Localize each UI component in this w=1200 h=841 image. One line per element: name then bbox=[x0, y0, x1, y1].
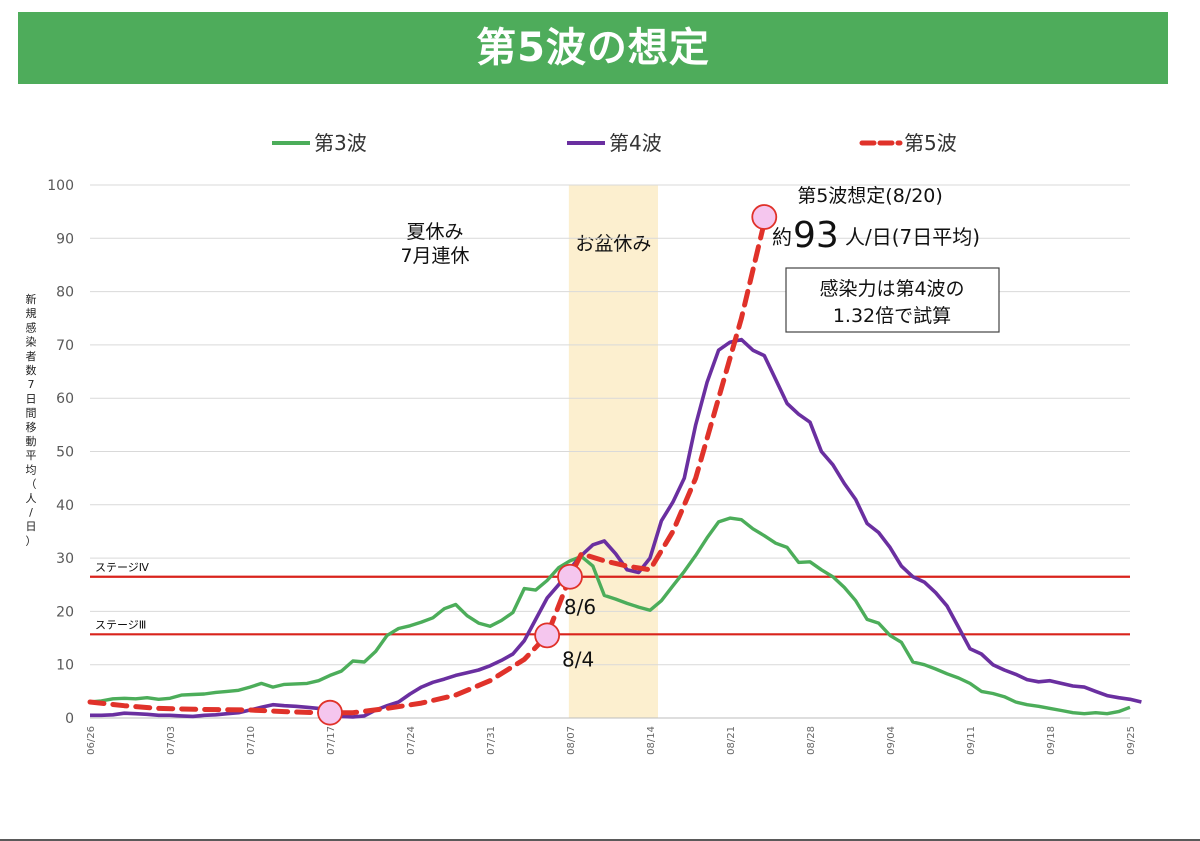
y-axis-title: 新規感染者数 7 日間移動平均（人/日） bbox=[26, 292, 37, 547]
stage-label: ステージⅣ bbox=[95, 561, 150, 574]
y-tick-label: 60 bbox=[56, 391, 74, 407]
y-tick-label: 10 bbox=[56, 658, 74, 674]
series-line-3 bbox=[89, 516, 1131, 716]
x-tick-label: 09/18 bbox=[1046, 726, 1057, 755]
y-tick-label: 80 bbox=[56, 285, 74, 301]
y-tick-label: 70 bbox=[56, 338, 74, 354]
forecast-number: 93 bbox=[793, 215, 839, 256]
y-tick-label: 30 bbox=[56, 551, 74, 567]
data-marker bbox=[751, 204, 778, 230]
legend-label: 第4波 bbox=[609, 131, 662, 155]
forecast-unit: 人/日(7日平均) bbox=[845, 225, 980, 249]
series-line-4 bbox=[90, 337, 1142, 719]
x-tick-label: 08/07 bbox=[566, 726, 577, 755]
x-tick-label: 07/03 bbox=[166, 726, 177, 755]
infectivity-box bbox=[785, 267, 1000, 333]
x-tick-label: 07/31 bbox=[486, 726, 497, 755]
legend-label: 第5波 bbox=[904, 131, 957, 155]
bottom-rule bbox=[0, 839, 1200, 841]
y-tick-label: 0 bbox=[65, 711, 74, 727]
forecast-prefix: 約 bbox=[772, 225, 792, 249]
infectivity-text-line1: 感染力は第4波の bbox=[819, 278, 964, 300]
marker-label: 8/4 bbox=[562, 647, 594, 671]
stage-label: ステージⅢ bbox=[95, 618, 146, 631]
y-tick-label: 100 bbox=[47, 178, 74, 194]
forecast-title: 第5波想定(8/20) bbox=[797, 185, 943, 207]
title-banner: 第5波の想定 bbox=[18, 12, 1168, 84]
slide-title: 第5波の想定 bbox=[476, 25, 710, 71]
x-tick-label: 08/21 bbox=[726, 726, 737, 755]
x-tick-label: 09/04 bbox=[886, 726, 897, 755]
y-tick-label: 20 bbox=[56, 604, 74, 620]
y-tick-label: 90 bbox=[56, 231, 74, 247]
infectivity-text-line2: 1.32倍で試算 bbox=[833, 305, 951, 327]
x-tick-label: 09/11 bbox=[966, 726, 977, 755]
summer-break-label: 夏休み bbox=[406, 221, 463, 243]
data-marker bbox=[317, 699, 343, 726]
data-marker bbox=[534, 622, 561, 649]
marker-label: 8/6 bbox=[564, 595, 596, 619]
x-tick-label: 07/10 bbox=[246, 726, 257, 755]
y-tick-label: 50 bbox=[56, 445, 74, 461]
x-tick-label: 07/17 bbox=[326, 726, 337, 755]
july-holidays-label: 7月連休 bbox=[400, 245, 469, 267]
x-tick-label: 08/14 bbox=[646, 726, 657, 755]
y-tick-label: 40 bbox=[56, 498, 74, 514]
x-tick-label: 08/28 bbox=[806, 726, 817, 755]
x-tick-label: 06/26 bbox=[86, 726, 97, 755]
x-tick-label: 09/25 bbox=[1126, 726, 1137, 755]
data-marker bbox=[557, 563, 583, 590]
obon-holiday-label: お盆休み bbox=[575, 233, 651, 255]
x-tick-label: 07/24 bbox=[406, 726, 417, 755]
legend-label: 第3波 bbox=[314, 131, 367, 155]
series-line-5 bbox=[87, 219, 767, 716]
